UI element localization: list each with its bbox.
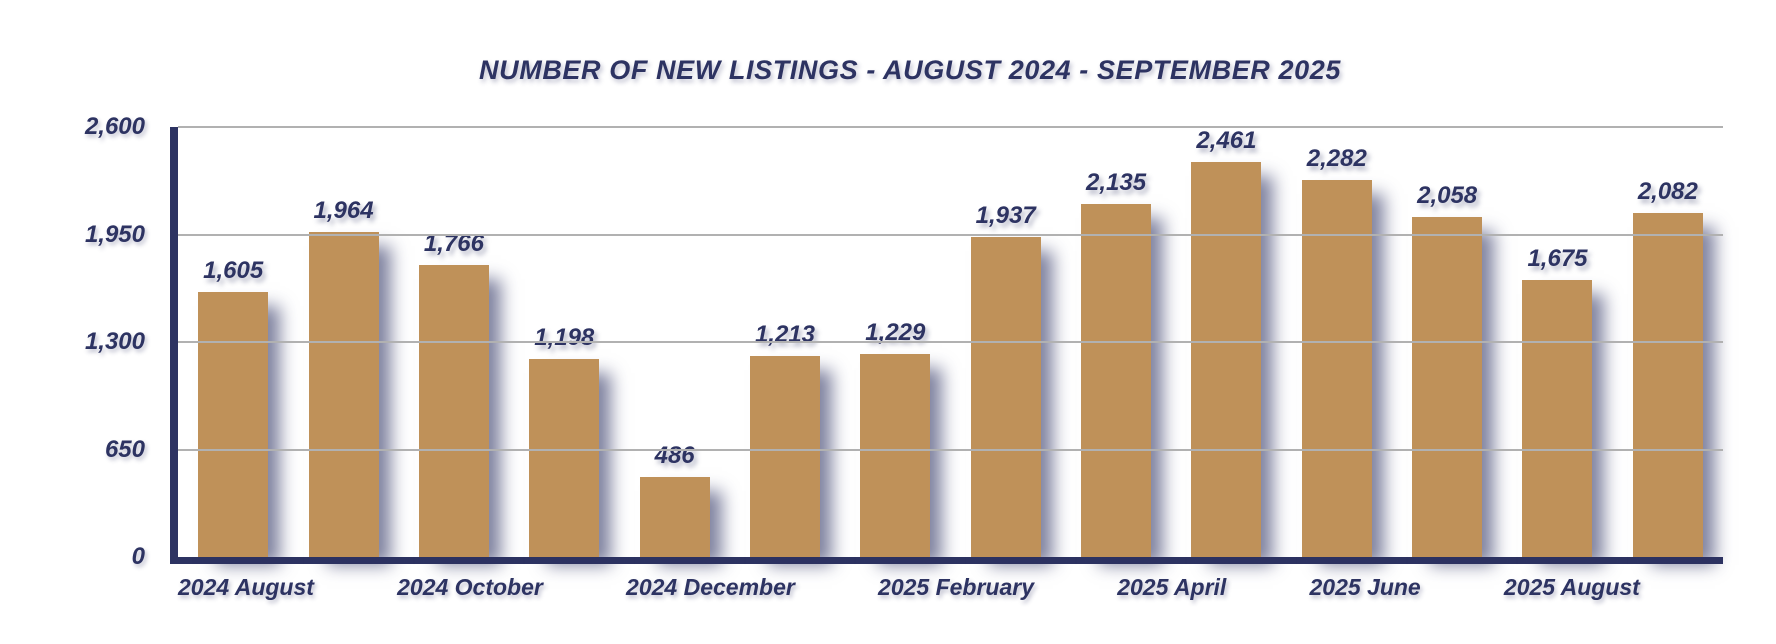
x-label-slot xyxy=(543,574,626,601)
gridline xyxy=(178,126,1723,128)
x-label-slot xyxy=(1226,574,1309,601)
bar xyxy=(1081,204,1152,557)
x-axis-label: 2024 December xyxy=(626,574,795,600)
x-label-slot: 2025 February xyxy=(878,574,1034,601)
x-axis-line xyxy=(170,557,1723,564)
bar xyxy=(198,292,269,557)
bar-value-label: 2,461 xyxy=(1196,127,1257,154)
bar-slot: 2,282 xyxy=(1282,127,1392,557)
bar-value-label: 2,082 xyxy=(1637,178,1698,205)
bar-slot: 2,135 xyxy=(1061,127,1171,557)
gridline xyxy=(178,233,1723,236)
x-axis-label: 2025 February xyxy=(878,574,1035,600)
bar-slot: 2,058 xyxy=(1392,127,1502,557)
x-label-slot xyxy=(1421,574,1504,601)
bar-slot: 486 xyxy=(619,127,729,557)
bar-slot: 1,937 xyxy=(951,127,1061,557)
y-axis-tick-label: 0 xyxy=(131,543,145,570)
bar-slot: 1,198 xyxy=(509,127,619,557)
bar-slot: 2,461 xyxy=(1171,127,1281,557)
x-axis-label: 2025 August xyxy=(1503,574,1640,600)
bar-value-label: 2,135 xyxy=(1086,169,1147,196)
bars-group: 1,605 1,964 1,766 1,198 486 1,213 1,229 1,937 2,… xyxy=(178,127,1723,557)
bar-value-label: 1,213 xyxy=(754,321,815,348)
bar-value-label: 486 xyxy=(654,442,695,469)
x-label-slot: 2024 October xyxy=(397,574,543,601)
x-label-slot xyxy=(795,574,878,601)
x-label-slot xyxy=(314,574,397,601)
bar-value-label: 1,675 xyxy=(1527,245,1588,272)
x-axis-label: 2024 August xyxy=(178,574,314,600)
bar xyxy=(1301,180,1372,557)
y-axis-tick-label: 1,950 xyxy=(84,220,145,248)
gridline xyxy=(178,341,1723,343)
bar-slot: 1,675 xyxy=(1502,127,1612,557)
bar xyxy=(529,359,600,557)
x-axis-label: 2024 October xyxy=(397,574,543,600)
bar-value-label: 1,198 xyxy=(534,324,595,351)
bar xyxy=(860,354,931,557)
bar xyxy=(1632,213,1703,557)
plot-area: 1,605 1,964 1,766 1,198 486 1,213 1,229 1,937 2,… xyxy=(170,126,1723,564)
x-label-slot xyxy=(1640,574,1723,601)
bar xyxy=(749,356,820,557)
x-axis-label: 2025 June xyxy=(1309,574,1421,600)
x-label-slot xyxy=(1034,574,1117,601)
x-label-slot: 2024 August xyxy=(178,574,314,601)
x-label-slot: 2025 April xyxy=(1117,574,1226,601)
bar-value-label: 1,964 xyxy=(313,197,374,224)
y-axis-tick-label: 650 xyxy=(104,435,145,463)
bar-slot: 1,213 xyxy=(730,127,840,557)
y-axis-tick-label: 2,600 xyxy=(84,113,145,140)
bar xyxy=(1412,217,1483,557)
x-label-slot: 2025 August xyxy=(1504,574,1640,601)
gridline xyxy=(178,448,1723,451)
bar-value-label: 2,282 xyxy=(1306,145,1367,172)
bar xyxy=(970,237,1041,557)
x-label-slot: 2025 June xyxy=(1309,574,1420,601)
x-label-slot: 2024 December xyxy=(626,574,795,601)
bar-value-label: 1,605 xyxy=(203,257,264,284)
bar-slot: 1,605 xyxy=(178,127,288,557)
bar-slot: 2,082 xyxy=(1613,127,1723,557)
bar-slot: 1,964 xyxy=(288,127,398,557)
x-axis-label: 2025 April xyxy=(1117,574,1227,600)
x-axis-labels: 2024 August 2024 October 2024 December 2025… xyxy=(178,574,1723,601)
y-axis-line xyxy=(170,127,178,564)
bar xyxy=(418,265,489,557)
y-axis-tick-label: 1,300 xyxy=(84,328,145,355)
bar xyxy=(308,232,379,557)
chart-title: NUMBER OF NEW LISTINGS - AUGUST 2024 - S… xyxy=(479,55,1341,85)
bar xyxy=(639,477,710,557)
bar xyxy=(1191,162,1262,557)
bar-slot: 1,766 xyxy=(399,127,509,557)
bar xyxy=(1522,280,1593,557)
bar-value-label: 2,058 xyxy=(1417,182,1478,209)
bar-value-label: 1,937 xyxy=(975,202,1036,229)
